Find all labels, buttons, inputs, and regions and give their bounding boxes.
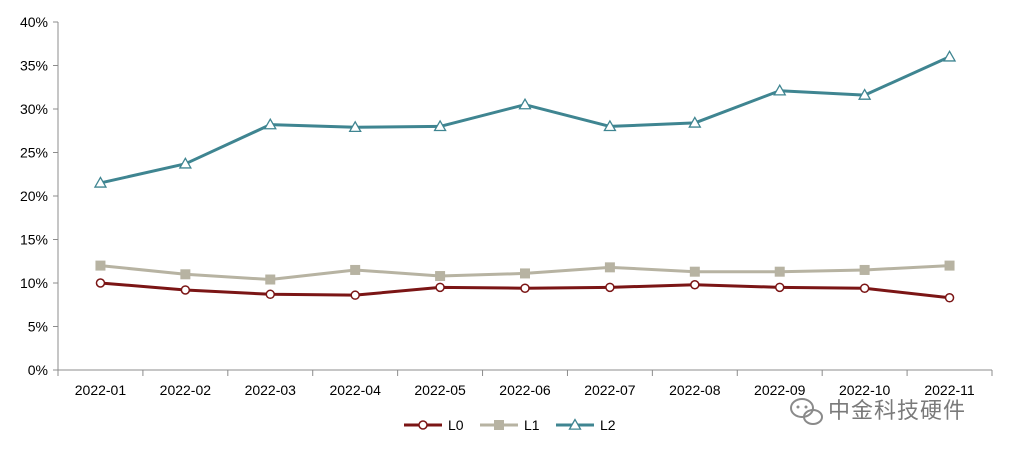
data-point-L1 [859, 264, 870, 275]
y-tick-label: 15% [20, 232, 48, 248]
y-tick-label: 5% [28, 319, 48, 335]
x-tick-label: 2022-11 [924, 382, 975, 398]
data-point-L0 [859, 283, 870, 293]
data-point-L0 [520, 283, 530, 293]
x-tick-label: 2022-10 [839, 382, 891, 398]
data-point-L1 [944, 260, 955, 271]
series-line-L2 [100, 55, 951, 185]
y-tick-label: 25% [20, 145, 48, 161]
data-point-L2 [518, 97, 532, 110]
legend-marker [568, 418, 582, 430]
data-point-L1 [435, 271, 446, 282]
legend-item-L1: L1 [480, 417, 540, 433]
data-point-L2 [942, 49, 957, 62]
data-point-L0 [690, 279, 700, 290]
data-point-L2 [433, 119, 447, 132]
data-point-L2 [688, 116, 702, 128]
data-point-L1 [180, 269, 191, 280]
data-point-L0 [944, 293, 955, 303]
data-point-L1 [95, 260, 106, 271]
data-point-L1 [520, 268, 530, 279]
data-point-L2 [773, 83, 787, 96]
data-point-L0 [774, 282, 785, 293]
data-point-L0 [265, 289, 276, 300]
legend-item-L2: L2 [556, 417, 616, 433]
legend-item-L0: L0 [404, 417, 464, 433]
series-L2 [93, 49, 957, 188]
legend-marker [494, 420, 504, 430]
legend-label: L2 [600, 417, 616, 433]
data-point-L1 [604, 262, 615, 273]
y-tick-label: 0% [28, 362, 48, 378]
y-tick-label: 40% [20, 14, 48, 30]
data-point-L2 [263, 117, 277, 130]
x-tick-label: 2022-08 [669, 382, 721, 398]
data-point-L0 [605, 282, 615, 293]
data-point-L2 [858, 88, 872, 100]
legend-label: L0 [448, 417, 464, 433]
data-point-L1 [689, 266, 700, 277]
x-tick-label: 2022-09 [754, 382, 806, 398]
data-point-L2 [93, 176, 108, 188]
legend-label: L1 [524, 417, 540, 433]
axes: 0% 5% 10% 15% 20% 25% 30% 35% 40% 2022-01 2022-02 2… [20, 14, 993, 398]
x-tick-label: 2022-05 [414, 382, 466, 398]
y-tick-label: 10% [20, 275, 48, 291]
data-point-L2 [348, 120, 362, 133]
x-tick-label: 2022-04 [329, 382, 381, 398]
data-point-L0 [95, 278, 106, 288]
wechat-icon [790, 398, 823, 425]
y-tick-label: 35% [20, 58, 48, 74]
x-tick-label: 2022-03 [245, 382, 297, 398]
series-L1 [95, 260, 955, 285]
y-tick-label: 30% [20, 101, 48, 117]
watermark: 中金科技硬件 [790, 398, 966, 425]
legend-marker [418, 420, 428, 430]
data-point-L0 [180, 285, 191, 295]
data-point-L1 [774, 266, 785, 277]
data-point-L1 [350, 264, 361, 275]
x-tick-label: 2022-06 [499, 382, 551, 398]
x-tick-label: 2022-02 [160, 382, 212, 398]
legend: L0 L1 L2 [404, 417, 616, 433]
x-tick-label: 2022-01 [75, 382, 127, 398]
data-point-L0 [350, 290, 360, 300]
data-point-L2 [603, 119, 617, 132]
data-point-L0 [435, 282, 445, 293]
series-L0 [95, 278, 955, 303]
series-layer [93, 49, 957, 303]
watermark-text: 中金科技硬件 [828, 399, 966, 424]
data-point-L1 [265, 274, 276, 285]
data-point-L2 [178, 156, 192, 169]
x-tick-label: 2022-07 [584, 382, 636, 398]
y-tick-label: 20% [20, 188, 48, 204]
